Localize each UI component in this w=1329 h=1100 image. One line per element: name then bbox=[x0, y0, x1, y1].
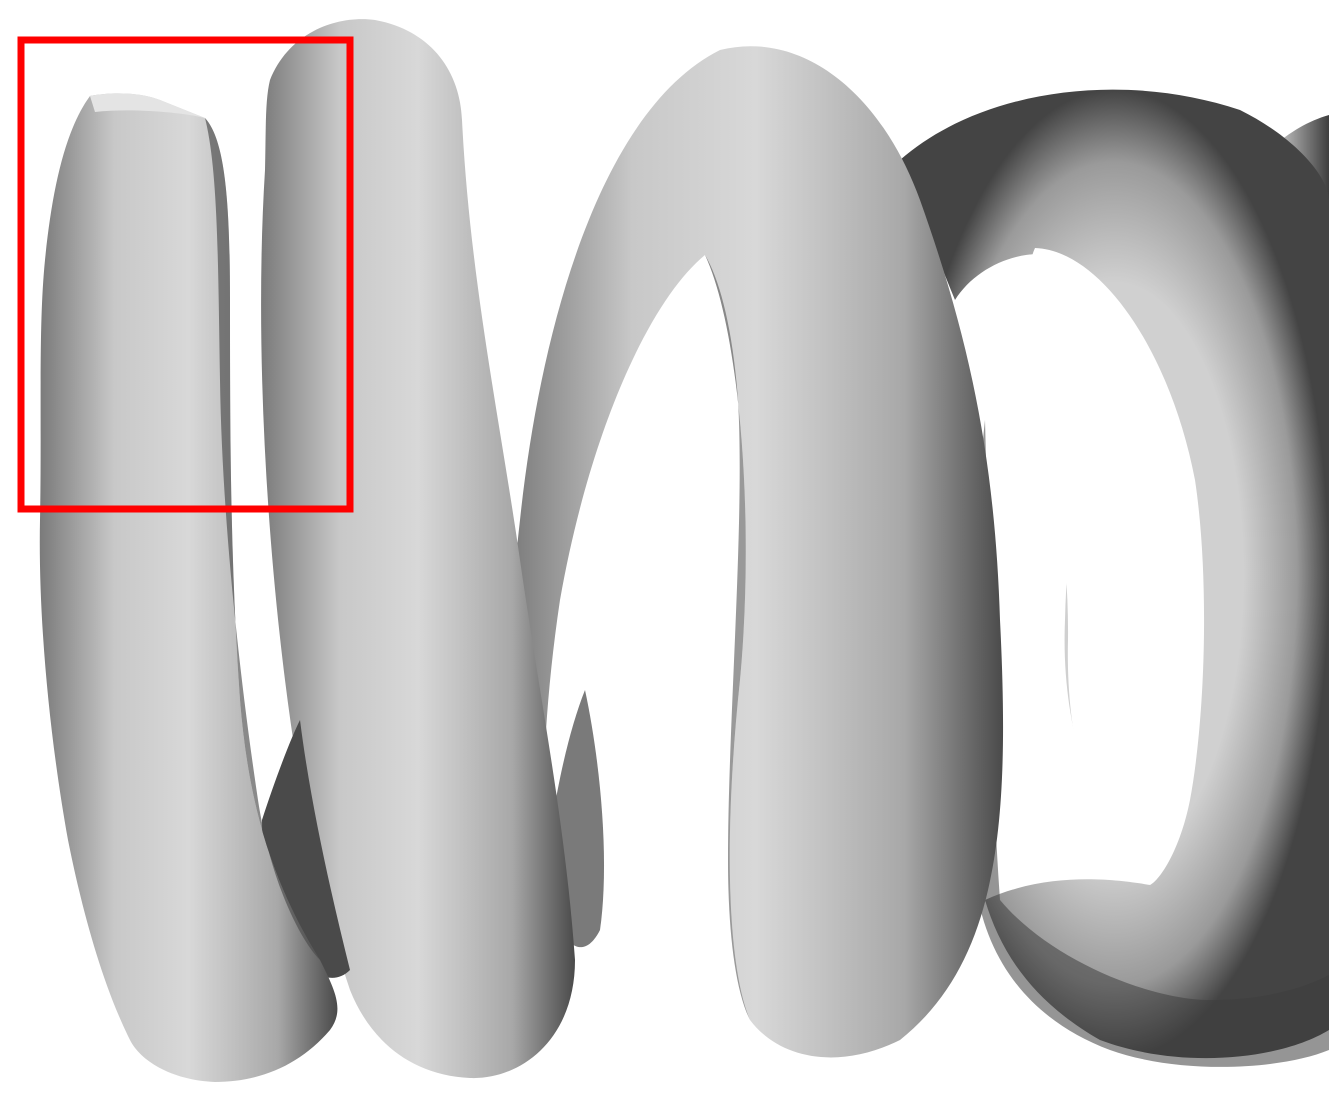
coil-3 bbox=[900, 89, 1329, 1067]
highlight-box bbox=[17, 36, 354, 513]
coil-0 bbox=[39, 93, 338, 1083]
